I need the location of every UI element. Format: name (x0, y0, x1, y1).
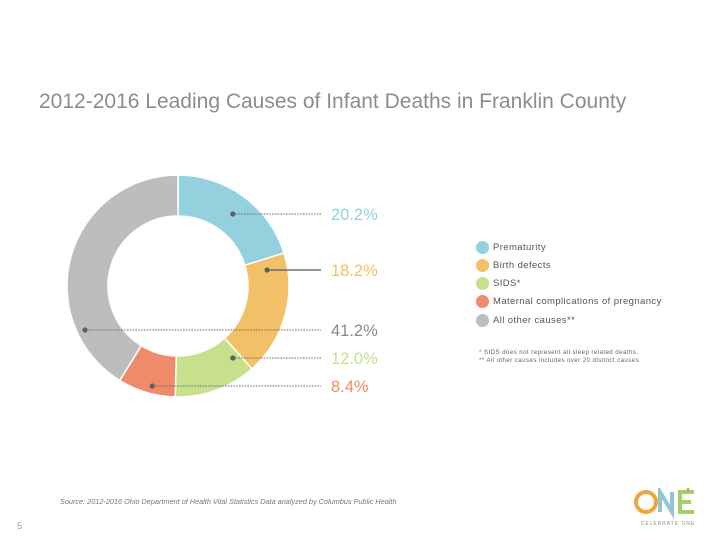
footnotes: * SIDS does not represent all sleep rela… (479, 349, 641, 365)
percent-label: 8.4% (331, 378, 369, 396)
leader-dot (230, 355, 236, 361)
source-citation: Source: 2012-2016 Ohio Department of Hea… (60, 497, 397, 506)
percent-label: 18.2% (331, 262, 378, 280)
percent-labels: 20.2% 18.2% 12.0% 8.4% 41.2% (331, 206, 378, 396)
legend-label: Maternal complications of pregnancy (493, 296, 662, 307)
page-title: 2012-2016 Leading Causes of Infant Death… (39, 90, 627, 113)
percent-label: 41.2% (331, 322, 378, 340)
logo-letter-n (658, 484, 674, 520)
slice-prematurity (177, 174, 285, 267)
leader-dot (149, 383, 155, 389)
celebrate-one-logo: CELEBRATE ONE (632, 484, 704, 528)
legend-swatch (476, 259, 489, 272)
logo-graphic: CELEBRATE ONE (634, 484, 696, 527)
footnote-sids: * SIDS does not represent all sleep rela… (479, 349, 639, 356)
legend-label: Birth defects (493, 260, 552, 271)
legend-swatch (476, 295, 489, 308)
legend-label: Prematurity (493, 242, 546, 253)
logo-tagline: CELEBRATE ONE (641, 521, 696, 527)
legend-swatch (476, 277, 489, 290)
percent-label: 12.0% (331, 350, 378, 368)
logo-letter-e (678, 490, 694, 514)
leader-dot (264, 267, 270, 273)
legend-swatch (476, 241, 489, 254)
legend-label: SIDS* (493, 278, 521, 289)
slice-all-other-causes (66, 174, 179, 382)
percent-label: 20.2% (331, 206, 378, 224)
logo-accent-dot (686, 488, 690, 491)
leader-dot (230, 211, 236, 217)
donut-slices (66, 174, 290, 398)
page-number: 5 (17, 521, 23, 532)
legend-swatch (476, 314, 489, 327)
legend-label: All other causes** (493, 315, 576, 326)
footnote-other: ** All other causes includes over 20 dis… (479, 357, 642, 364)
leader-lines (82, 211, 321, 389)
leader-dot (82, 327, 88, 333)
logo-letter-o (634, 490, 658, 514)
